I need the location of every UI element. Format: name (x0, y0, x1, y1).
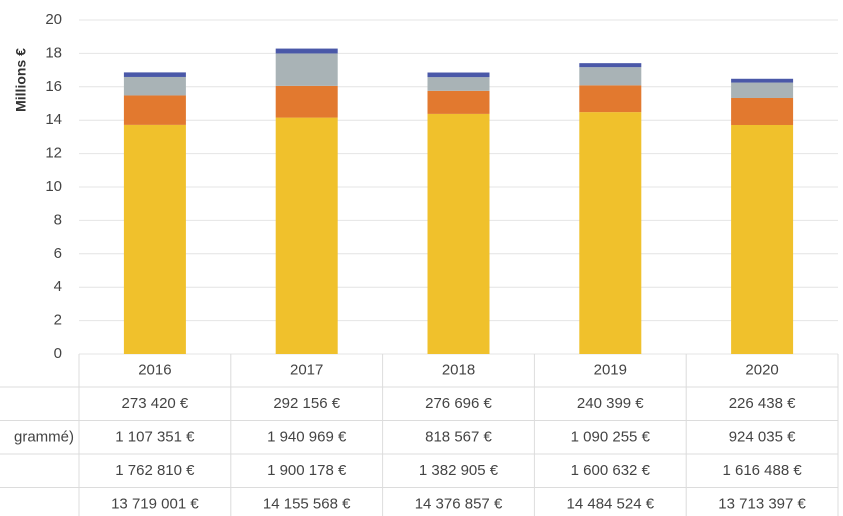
bar-segment (427, 113, 490, 354)
y-tick-label: 14 (45, 111, 62, 128)
table-cell: 1 382 905 € (419, 462, 499, 479)
x-tick-label: 2017 (290, 362, 323, 379)
table-cell: 14 155 568 € (263, 496, 351, 513)
bar-segment (123, 76, 186, 96)
table-cell: 1 107 351 € (115, 429, 195, 446)
table-cell: 292 156 € (273, 395, 340, 412)
table-cell: 273 420 € (122, 395, 189, 412)
bar-segment (275, 48, 338, 54)
y-tick-label: 10 (45, 178, 62, 195)
y-tick-label: 4 (54, 278, 62, 295)
bar-segment (731, 82, 794, 98)
bar-segment (579, 67, 642, 86)
row-label: grammé) (14, 429, 74, 446)
x-tick-label: 2018 (442, 362, 475, 379)
table-cell: 924 035 € (729, 429, 796, 446)
y-tick-label: 8 (54, 211, 62, 228)
bar-segment (579, 63, 642, 68)
table-cell: 14 376 857 € (415, 496, 503, 513)
bar-segment (123, 95, 186, 125)
bar-segment (427, 77, 490, 91)
bar-segment (731, 78, 794, 83)
table-cell: 276 696 € (425, 395, 492, 412)
bar-segment (579, 85, 642, 113)
y-tick-label: 0 (54, 345, 62, 362)
table-cell: 226 438 € (729, 395, 796, 412)
table-cell: 1 762 810 € (115, 462, 195, 479)
y-axis-label: Millions € (13, 48, 29, 112)
bar-segment (275, 117, 338, 354)
table-cell: 1 600 632 € (571, 462, 651, 479)
table-cell: 14 484 524 € (567, 496, 655, 513)
table-cell: 1 090 255 € (571, 429, 651, 446)
table-cell: 1 940 969 € (267, 429, 347, 446)
x-tick-label: 2020 (745, 362, 778, 379)
table-cell: 240 399 € (577, 395, 644, 412)
bar-segment (427, 72, 490, 78)
table-cell: 1 900 178 € (267, 462, 347, 479)
y-tick-label: 2 (54, 312, 62, 329)
x-tick-label: 2019 (594, 362, 627, 379)
table-cell: 13 719 001 € (111, 496, 199, 513)
bar-segment (731, 124, 794, 354)
table-cell: 13 713 397 € (718, 496, 806, 513)
bar-segment (427, 90, 490, 114)
table-cell: 1 616 488 € (722, 462, 802, 479)
x-tick-label: 2016 (138, 362, 171, 379)
bar-segment (275, 85, 338, 118)
y-tick-label: 16 (45, 78, 62, 95)
table-cell: 818 567 € (425, 429, 492, 446)
y-tick-label: 12 (45, 145, 62, 162)
y-tick-label: 6 (54, 245, 62, 262)
bar-segment (123, 124, 186, 354)
bar-segment (731, 97, 794, 125)
y-tick-label: 18 (45, 44, 62, 61)
y-tick-label: 20 (45, 11, 62, 28)
bar-segment (275, 53, 338, 86)
bar-segment (579, 112, 642, 354)
bar-segment (123, 72, 186, 77)
